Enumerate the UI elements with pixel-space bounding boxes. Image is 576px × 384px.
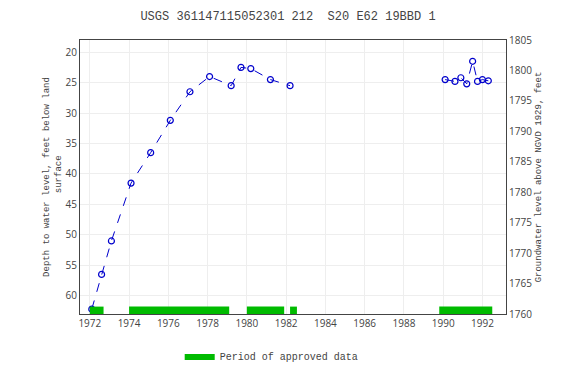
svg-text:1800: 1800 [509,63,532,77]
svg-text:1986: 1986 [353,316,376,330]
svg-text:35: 35 [66,136,78,150]
svg-text:1805: 1805 [509,33,532,47]
svg-text:25: 25 [66,75,78,89]
svg-text:Depth to water level, feet bel: Depth to water level, feet below land su… [42,77,64,277]
svg-text:60: 60 [66,288,78,302]
svg-text:1980: 1980 [235,316,258,330]
svg-text:USGS 361147115052301 212 S20: USGS 361147115052301 212 S20 E62 19BBD 1 [140,10,435,24]
svg-text:50: 50 [66,227,78,241]
svg-text:45: 45 [66,197,78,211]
svg-text:1760: 1760 [509,307,532,321]
svg-text:1780: 1780 [509,185,532,199]
svg-text:1795: 1795 [509,93,532,107]
svg-text:1982: 1982 [275,316,298,330]
svg-text:1974: 1974 [118,316,141,330]
svg-text:1992: 1992 [471,316,494,330]
svg-text:1790: 1790 [509,124,532,138]
svg-text:Groundwater level above NGVD 1: Groundwater level above NGVD 1929, feet [534,72,544,283]
svg-text:40: 40 [66,166,78,180]
svg-text:1990: 1990 [432,316,455,330]
svg-text:1785: 1785 [509,154,532,168]
svg-text:1770: 1770 [509,246,532,260]
svg-text:1972: 1972 [78,316,101,330]
svg-text:1775: 1775 [509,215,532,229]
svg-text:30: 30 [66,106,78,120]
svg-text:1988: 1988 [392,316,415,330]
svg-text:1765: 1765 [509,276,532,290]
svg-text:1984: 1984 [314,316,337,330]
svg-text:20: 20 [66,45,78,59]
svg-text:Period of approved data: Period of approved data [220,352,358,363]
svg-text:1976: 1976 [157,316,180,330]
svg-text:1978: 1978 [196,316,219,330]
svg-text:55: 55 [66,258,78,272]
